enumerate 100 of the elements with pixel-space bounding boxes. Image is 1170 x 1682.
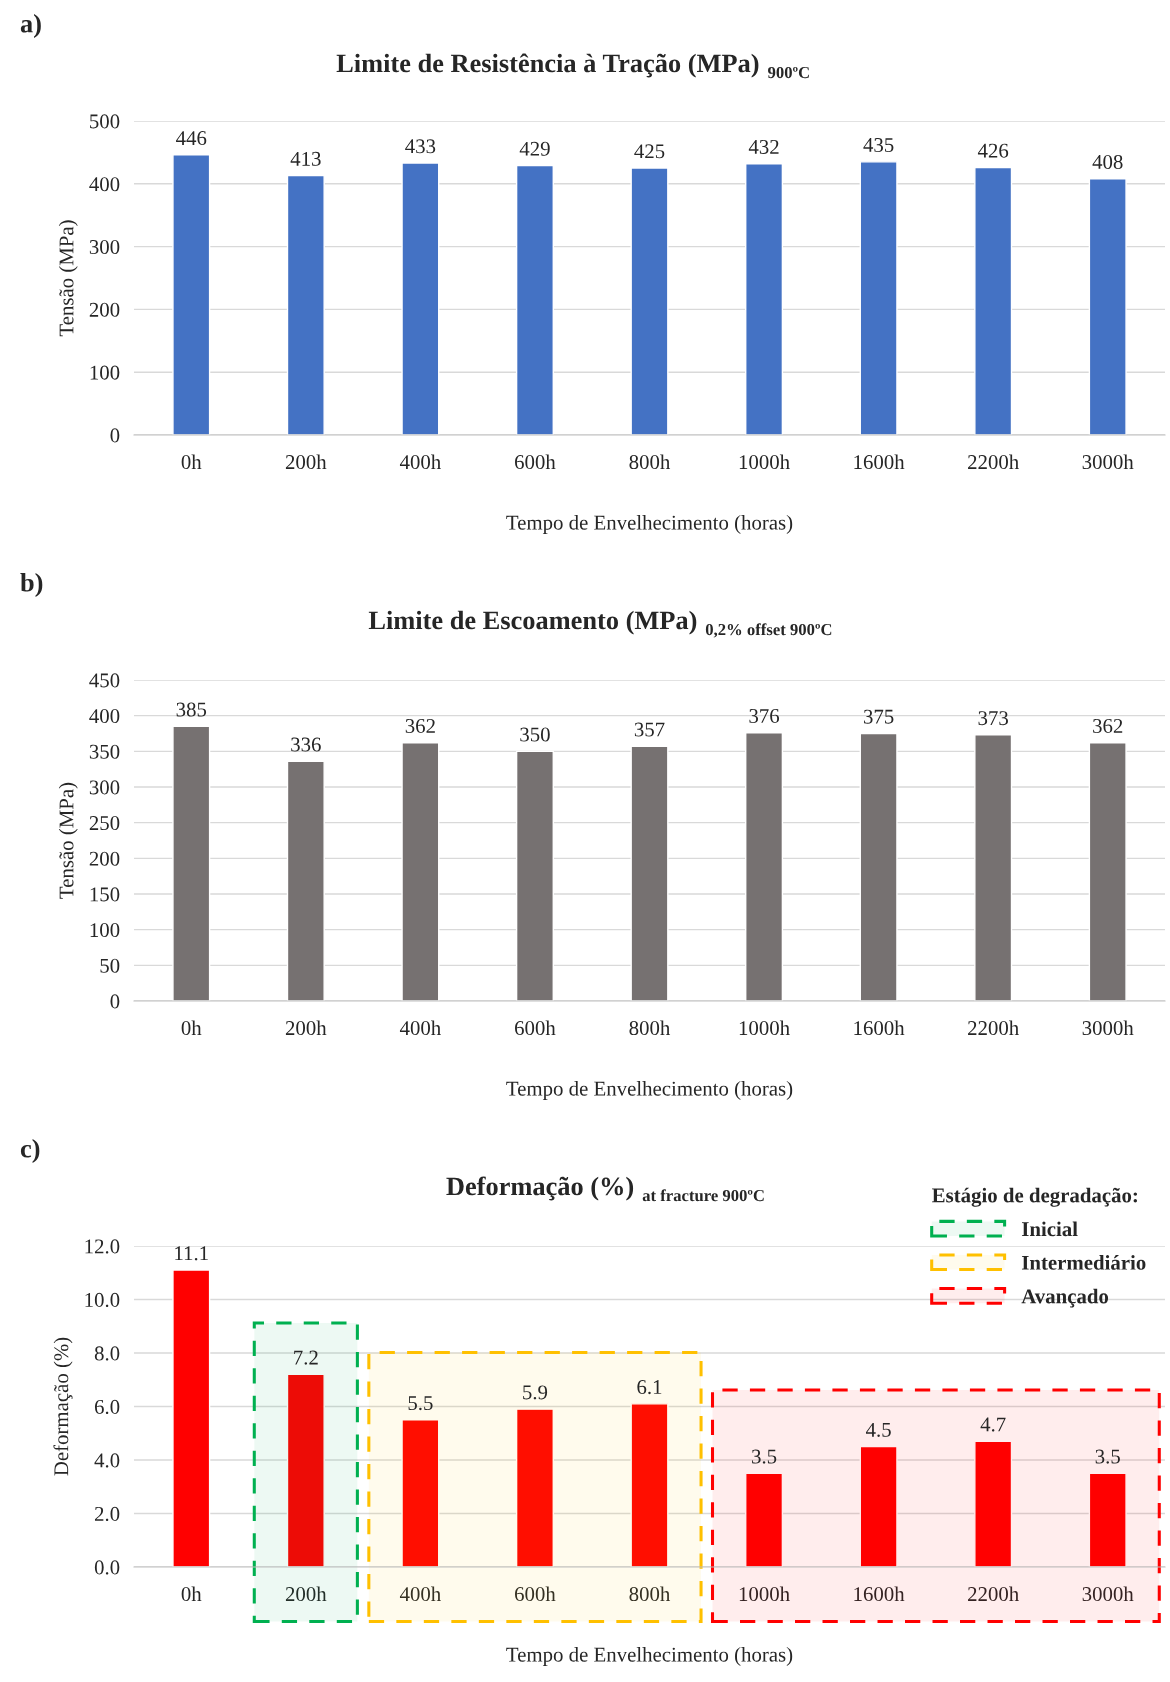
bar xyxy=(515,1408,554,1567)
x-axis-title: Tempo de Envelhecimento (horas) xyxy=(506,1081,793,1100)
x-tick-label: 2200h xyxy=(968,454,1019,470)
x-tick-label: 1600h xyxy=(854,454,905,470)
y-tick-label: 4.0 xyxy=(94,1453,120,1468)
bar xyxy=(401,162,440,435)
data-label: 433 xyxy=(405,139,436,154)
x-tick-label: 1000h xyxy=(739,454,790,470)
data-label: 7.2 xyxy=(294,1350,318,1365)
x-tick-label: 2200h xyxy=(968,1020,1019,1036)
legend-label: Intermediário xyxy=(1021,1255,1146,1270)
y-tick-label: 200 xyxy=(89,851,120,866)
x-tick-label: 1600h xyxy=(854,1586,905,1602)
chart-subtitle: 900ºC xyxy=(768,66,809,79)
data-label: 429 xyxy=(519,141,550,156)
chart-subtitle: at fracture 900ºC xyxy=(642,1189,764,1202)
data-label: 413 xyxy=(290,151,321,166)
x-tick-label: 0h xyxy=(181,1020,202,1036)
x-tick-label: 200h xyxy=(285,454,327,470)
bar xyxy=(1088,742,1127,1001)
y-tick-label: 200 xyxy=(89,302,120,317)
legend-title: Estágio de degradação: xyxy=(932,1187,1137,1207)
x-axis-title: Tempo de Envelhecimento (horas) xyxy=(506,1647,793,1666)
data-label: 5.5 xyxy=(408,1396,433,1411)
data-label: 4.7 xyxy=(980,1417,1006,1432)
y-tick-label: 0.0 xyxy=(94,1560,120,1575)
bar xyxy=(515,750,554,1001)
x-tick-label: 200h xyxy=(285,1586,327,1602)
data-label: 373 xyxy=(978,711,1008,726)
y-tick-label: 150 xyxy=(90,887,120,902)
data-label: 375 xyxy=(863,709,894,724)
y-tick-label: 250 xyxy=(89,816,120,831)
y-tick-label: 300 xyxy=(89,239,120,255)
chart-subtitle: 0,2% offset 900ºC xyxy=(705,623,832,638)
data-label: 3.5 xyxy=(1095,1449,1120,1464)
y-tick-label: 400 xyxy=(89,177,120,192)
data-label: 357 xyxy=(634,722,665,737)
data-label: 432 xyxy=(748,139,779,154)
x-tick-label: 1000h xyxy=(739,1020,790,1036)
bar xyxy=(630,745,669,1001)
bar xyxy=(286,1373,325,1567)
x-tick-label: 3000h xyxy=(1082,1020,1134,1036)
x-tick-label: 2200h xyxy=(968,1586,1019,1602)
data-label: 5.9 xyxy=(523,1385,548,1400)
bar xyxy=(1088,178,1127,435)
data-label: 6.1 xyxy=(637,1380,662,1395)
y-tick-label: 500 xyxy=(90,114,120,129)
x-tick-label: 600h xyxy=(515,1586,556,1602)
y-tick-label: 300 xyxy=(89,780,120,795)
x-tick-label: 3000h xyxy=(1082,1586,1134,1602)
data-label: 376 xyxy=(749,709,780,723)
x-tick-label: 3000h xyxy=(1082,454,1134,470)
x-tick-label: 1000h xyxy=(739,1586,790,1602)
y-axis-title: Tensão (MPa) xyxy=(58,782,78,899)
bar xyxy=(286,760,325,1001)
y-tick-label: 2.0 xyxy=(94,1506,120,1522)
bar xyxy=(974,734,1013,1001)
x-tick-label: 0h xyxy=(181,454,202,470)
bar xyxy=(630,167,669,435)
y-axis-title: Tensão (MPa) xyxy=(58,220,78,337)
bar xyxy=(859,161,898,435)
x-tick-label: 200h xyxy=(285,1020,327,1036)
legend-label: Inicial xyxy=(1021,1221,1078,1237)
bar xyxy=(859,732,898,1001)
y-tick-label: 10.0 xyxy=(85,1292,120,1308)
data-label: 336 xyxy=(291,737,321,752)
data-label: 350 xyxy=(520,727,550,742)
data-label: 408 xyxy=(1092,154,1123,169)
y-tick-label: 12.0 xyxy=(85,1239,120,1254)
y-tick-label: 450 xyxy=(89,673,120,688)
y-tick-label: 400 xyxy=(89,709,120,724)
x-tick-label: 600h xyxy=(515,1020,556,1036)
data-label: 362 xyxy=(405,718,435,733)
bar xyxy=(286,174,325,435)
bar xyxy=(745,163,784,435)
bar xyxy=(859,1445,898,1567)
x-tick-label: 800h xyxy=(629,1586,671,1602)
legend-label: Avançado xyxy=(1021,1288,1109,1308)
x-tick-label: 0h xyxy=(181,1586,202,1602)
bar xyxy=(630,1403,669,1567)
x-tick-label: 600h xyxy=(515,454,556,470)
y-tick-label: 50 xyxy=(100,958,120,973)
bar xyxy=(1088,1472,1127,1567)
bar xyxy=(401,1419,440,1567)
data-label: 446 xyxy=(176,131,207,146)
data-label: 11.1 xyxy=(175,1246,208,1261)
chart-title: Deformação (%) xyxy=(446,1176,634,1201)
x-tick-label: 400h xyxy=(399,1586,441,1602)
bar xyxy=(172,154,211,435)
bar xyxy=(745,732,784,1001)
text: c) xyxy=(20,1139,40,1163)
text: a) xyxy=(20,14,41,38)
bar xyxy=(172,725,211,1001)
y-tick-label: 100 xyxy=(90,365,120,380)
y-tick-label: 0 xyxy=(110,994,120,1009)
data-label: 425 xyxy=(634,144,665,159)
y-axis-title: Deformação (%) xyxy=(53,1337,73,1476)
chart-title: Limite de Resistência à Tração (MPa) xyxy=(336,53,759,78)
x-tick-label: 800h xyxy=(629,454,671,470)
text: b) xyxy=(20,573,43,597)
